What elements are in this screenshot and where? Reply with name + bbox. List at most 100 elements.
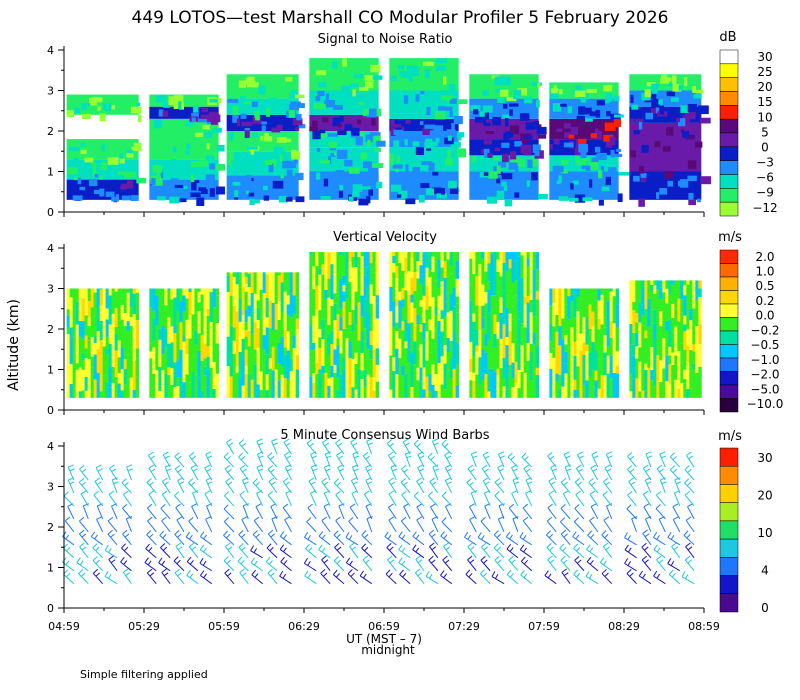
wind-barb-staff (512, 518, 519, 533)
snr-texture (372, 75, 383, 80)
snr-texture (263, 185, 268, 191)
wind-barb-flag (575, 490, 581, 496)
wind-barb-flag (225, 477, 231, 483)
snr-texture (371, 118, 376, 126)
vv-cell (152, 340, 156, 348)
wind-barb-flag (321, 477, 327, 483)
wind-barb-staff (108, 494, 118, 507)
wind-barb-staff (122, 533, 132, 546)
vv-cell (452, 287, 457, 307)
wind-barb-flag (590, 464, 597, 469)
snr-texture (663, 171, 674, 179)
vv-cell (594, 370, 598, 381)
snr-texture (352, 89, 356, 97)
wind-barb-flag (548, 533, 554, 539)
vv-cell (66, 315, 71, 328)
wind-barb-staff (587, 534, 599, 546)
colorbar-label-1-7: −1.0 (750, 353, 779, 367)
vv-cell (271, 302, 276, 331)
vv-cell (369, 359, 374, 378)
wind-barb-flag (477, 532, 482, 538)
snr-texture (365, 196, 371, 204)
colorbar-label-1-4: 0.0 (755, 309, 774, 323)
vv-cell (226, 272, 231, 276)
vv-cell (591, 370, 595, 398)
vv-cell (549, 323, 553, 342)
snr-texture (638, 165, 645, 174)
vv-cell (120, 390, 125, 398)
wind-barb-staff (685, 455, 695, 468)
wind-barb-flag (76, 557, 81, 563)
snr-texture (327, 133, 338, 137)
colorbar-label-0-0: 30 (757, 50, 772, 64)
snr-texture (506, 97, 517, 102)
snr-texture (205, 155, 214, 160)
vv-cell (677, 298, 681, 322)
wind-barb-flag (686, 533, 691, 539)
snr-texture (618, 172, 630, 176)
vv-cell (449, 265, 454, 274)
snr-texture (390, 124, 402, 128)
snr-texture (99, 113, 106, 122)
vv-cell (135, 292, 140, 321)
wind-barb-staff (63, 547, 75, 559)
wind-barb-staff (173, 560, 185, 572)
vv-cell (321, 297, 325, 320)
vv-cell (558, 362, 562, 375)
wind-barb-staff (239, 494, 249, 507)
vv-cell (244, 336, 249, 350)
vv-cell (259, 389, 264, 398)
vv-cell (410, 252, 414, 258)
wind-barb-flag (673, 546, 679, 551)
wind-barb-flag (496, 533, 501, 539)
colorbar-swatch-2-2 (719, 484, 739, 503)
vv-cell (401, 375, 405, 398)
vv-cell (416, 261, 420, 279)
vv-cell (502, 252, 506, 263)
vv-cell (632, 301, 636, 311)
vv-cell (561, 386, 565, 398)
snr-texture (363, 108, 369, 116)
snr-texture (698, 105, 709, 115)
snr-texture (273, 146, 284, 153)
vv-cell (336, 389, 340, 398)
vv-cell (422, 322, 426, 340)
vv-cell (443, 252, 448, 262)
wind-barb-flag (282, 573, 287, 579)
vv-cell (114, 317, 119, 327)
vv-cell (431, 297, 435, 325)
snr-texture (200, 114, 211, 119)
wind-barb-staff (79, 520, 89, 533)
snr-texture (555, 165, 559, 170)
snr-texture (99, 188, 105, 197)
snr-texture (365, 134, 373, 143)
vv-cell (351, 257, 355, 268)
snr-texture (399, 70, 411, 76)
vv-cell (256, 272, 261, 279)
wind-barb-flag (252, 530, 258, 535)
vv-cell (455, 260, 460, 279)
wind-barb-flag (174, 529, 180, 535)
vv-cell (591, 326, 595, 342)
snr-texture (502, 153, 509, 163)
vv-cell (105, 348, 110, 355)
wind-barb-staff (271, 441, 278, 455)
vv-cell (579, 299, 583, 326)
snr-texture (77, 177, 82, 185)
snr-texture (553, 85, 557, 91)
snr-texture (120, 185, 128, 190)
vv-cell (615, 351, 620, 366)
snr-texture (80, 149, 87, 155)
vv-cell (342, 357, 346, 370)
vv-cell (375, 303, 380, 319)
vv-cell (428, 260, 432, 271)
vv-cell (674, 326, 678, 336)
wind-barb-flag (65, 560, 70, 566)
wind-barb-staff (205, 454, 213, 468)
wind-barb-staff (425, 575, 439, 585)
wind-barb-flag (174, 568, 180, 574)
vv-cell (241, 272, 246, 288)
vv-cell (336, 295, 340, 315)
wind-barb-flag (307, 560, 311, 566)
vv-cell (416, 314, 420, 325)
